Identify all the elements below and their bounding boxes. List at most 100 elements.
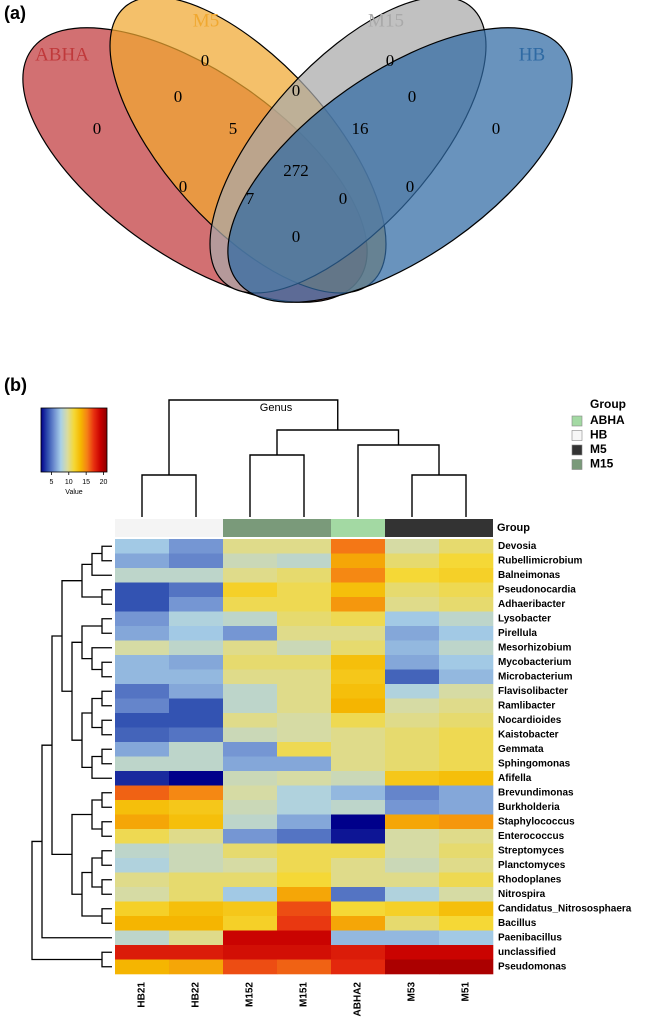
heatmap-cell — [331, 916, 386, 931]
heatmap-cell — [331, 872, 386, 888]
row-label: Nocardioides — [498, 715, 562, 726]
heatmap-cell — [277, 945, 332, 960]
heatmap-cell — [277, 669, 332, 685]
row-label: Flavisolibacter — [498, 686, 568, 697]
heatmap-cell — [223, 742, 278, 757]
venn-count: 0 — [408, 87, 417, 106]
legend-label: M5 — [590, 442, 607, 456]
key-tick-label: 10 — [65, 479, 73, 486]
heatmap-cell — [223, 698, 278, 714]
venn-count: 5 — [229, 119, 238, 138]
heatmap-cell — [439, 901, 494, 917]
row-label: Burkholderia — [498, 802, 560, 813]
heatmap-cell — [385, 655, 440, 670]
heatmap-cell — [169, 553, 224, 569]
heatmap-cell — [385, 930, 440, 946]
heatmap-cell — [223, 858, 278, 873]
legend-swatch — [571, 444, 583, 456]
heatmap-cell — [331, 582, 386, 598]
heatmap-cell — [277, 858, 332, 873]
heatmap-cell — [115, 684, 170, 699]
heatmap-cell — [115, 930, 170, 946]
heatmap-cell — [331, 930, 386, 946]
heatmap-cell — [115, 945, 170, 960]
heatmap-cell — [115, 553, 170, 569]
row-label: Sphingomonas — [498, 758, 571, 769]
legend-label: HB — [590, 428, 608, 442]
heatmap-cell — [277, 800, 332, 815]
column-label: M151 — [299, 982, 310, 1007]
heatmap-cell — [169, 785, 224, 801]
heatmap-cell — [385, 640, 440, 656]
heatmap-cell — [439, 872, 494, 888]
venn-count: 0 — [201, 51, 210, 70]
venn-count: 0 — [339, 189, 348, 208]
heatmap-cell — [385, 539, 440, 554]
heatmap-cell — [223, 814, 278, 830]
heatmap-cell — [115, 626, 170, 641]
heatmap-cell — [277, 901, 332, 917]
heatmap-cell — [169, 611, 224, 627]
venn-count: 0 — [386, 51, 395, 70]
row-label: Nitrospira — [498, 889, 546, 900]
heatmap-cell — [115, 887, 170, 902]
venn-set — [227, 27, 573, 303]
heatmap-cell — [223, 930, 278, 946]
heatmap-cell — [115, 814, 170, 830]
heatmap-cell — [331, 901, 386, 917]
heatmap-cell — [331, 727, 386, 743]
heatmap-cell — [277, 640, 332, 656]
heatmap-cell — [115, 698, 170, 714]
heatmap-cell — [385, 626, 440, 641]
heatmap-cell — [385, 945, 440, 960]
heatmap-cell — [331, 611, 386, 627]
heatmap-cell — [223, 539, 278, 554]
heatmap-cell — [331, 800, 386, 815]
heatmap-cell — [439, 611, 494, 627]
heatmap-cell — [277, 713, 332, 728]
heatmap-cell — [277, 626, 332, 641]
heatmap-cell — [169, 959, 224, 975]
heatmap-cell — [169, 756, 224, 772]
heatmap-cell — [439, 684, 494, 699]
row-label: Adhaeribacter — [498, 599, 565, 610]
heatmap-cell — [169, 829, 224, 844]
heatmap-cell — [115, 597, 170, 612]
heatmap-cell — [439, 858, 494, 873]
venn-set-label: HB — [519, 44, 545, 65]
venn-count: 0 — [292, 227, 301, 246]
heatmap-cell — [385, 669, 440, 685]
heatmap-cell — [385, 858, 440, 873]
row-label: unclassified — [498, 947, 556, 958]
heatmap-cell — [439, 887, 494, 902]
heatmap-cell — [115, 858, 170, 873]
heatmap-cell — [115, 901, 170, 917]
legend-title: Group — [590, 397, 626, 411]
heatmap-cell — [169, 930, 224, 946]
venn-count: 0 — [174, 87, 183, 106]
column-label: M152 — [245, 982, 256, 1007]
row-label: Candidatus_Nitrososphaera — [498, 903, 632, 914]
heatmap-cell — [439, 655, 494, 670]
heatmap-cell — [223, 684, 278, 699]
heatmap-cell — [439, 539, 494, 554]
heatmap-cell — [169, 597, 224, 612]
heatmap-cell — [385, 916, 440, 931]
heatmap-cell — [385, 713, 440, 728]
heatmap-cell — [277, 814, 332, 830]
heatmap-cell — [223, 553, 278, 569]
heatmap-cell — [331, 640, 386, 656]
heatmap-cell — [385, 597, 440, 612]
heatmap-cell — [331, 814, 386, 830]
heatmap-cell — [331, 597, 386, 612]
heatmap-cell — [115, 916, 170, 931]
heatmap-cell — [439, 756, 494, 772]
heatmap-cell — [439, 727, 494, 743]
heatmap-cell — [385, 756, 440, 772]
group-bar — [439, 519, 493, 537]
heatmap-cell — [223, 887, 278, 902]
heatmap-cell — [223, 901, 278, 917]
heatmap-cell — [223, 713, 278, 728]
heatmap-cell — [115, 640, 170, 656]
heatmap-cell — [277, 727, 332, 743]
